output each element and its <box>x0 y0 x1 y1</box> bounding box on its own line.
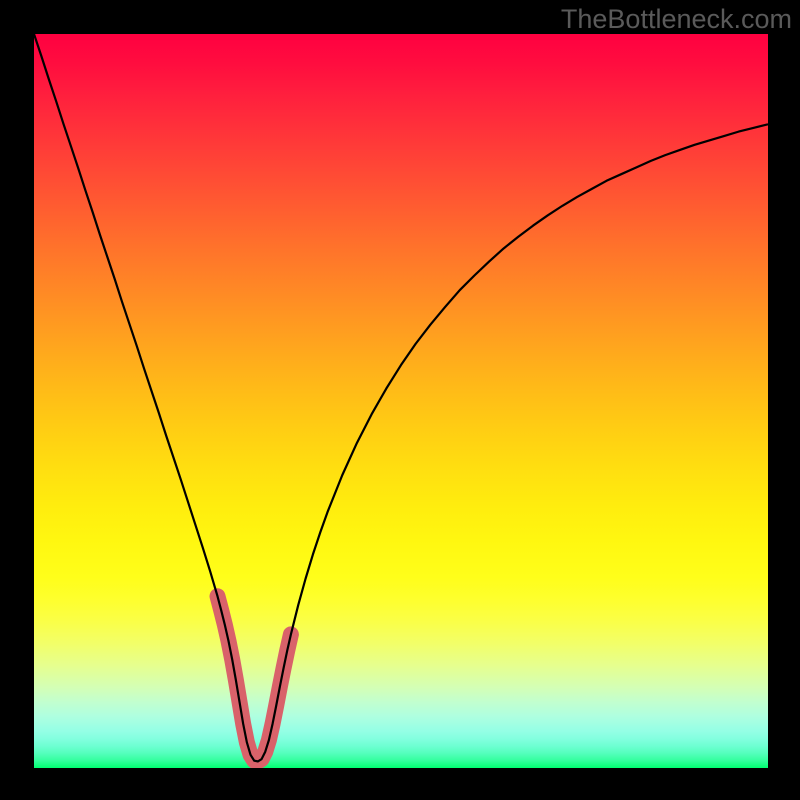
gradient-background <box>34 34 768 768</box>
watermark-text: TheBottleneck.com <box>561 4 792 35</box>
chart-container: TheBottleneck.com <box>0 0 800 800</box>
chart-svg <box>34 34 768 768</box>
plot-area <box>34 34 768 768</box>
